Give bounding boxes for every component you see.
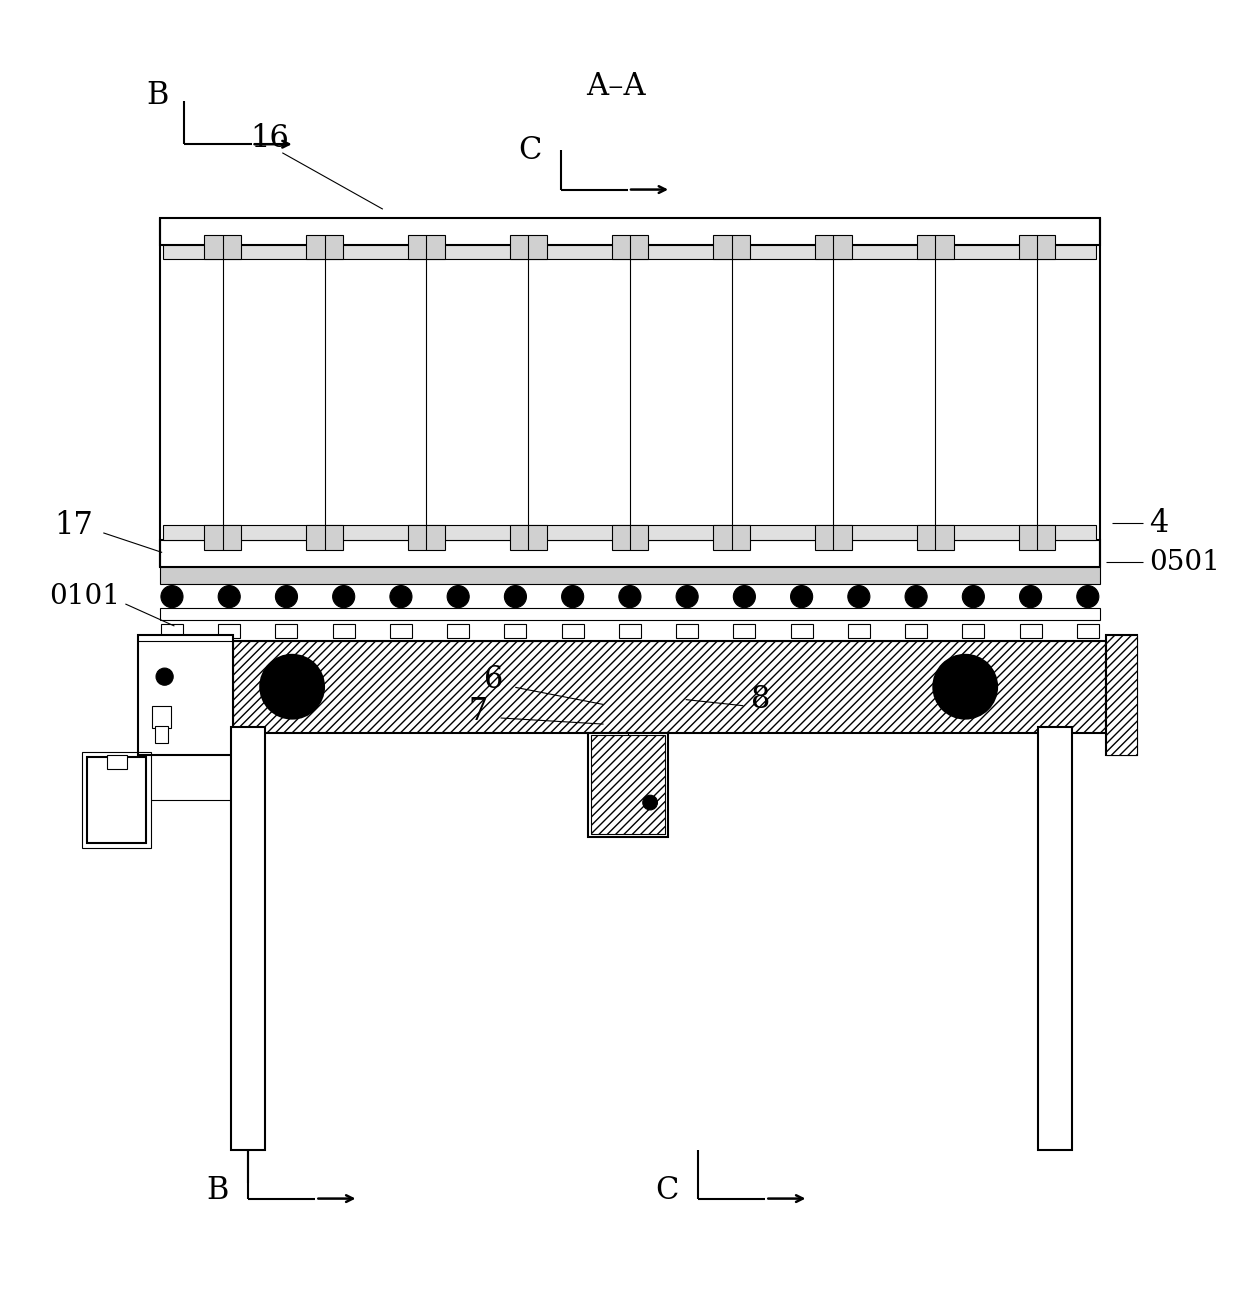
Bar <box>138 635 233 755</box>
Text: B: B <box>206 1174 228 1205</box>
Bar <box>87 757 146 844</box>
Bar <box>713 235 750 260</box>
Circle shape <box>389 585 412 607</box>
Bar <box>1076 623 1099 639</box>
Bar <box>107 755 126 769</box>
Bar <box>1018 235 1055 260</box>
Circle shape <box>505 585 527 607</box>
Circle shape <box>218 585 241 607</box>
Text: 4: 4 <box>1149 508 1168 538</box>
Bar <box>448 623 469 639</box>
Circle shape <box>934 654 997 718</box>
Bar <box>160 218 1100 244</box>
Bar <box>306 235 343 260</box>
Text: C: C <box>656 1174 680 1205</box>
Bar <box>962 623 985 639</box>
Bar <box>1019 623 1042 639</box>
Bar <box>713 525 750 550</box>
Bar <box>614 737 642 763</box>
Circle shape <box>1076 585 1099 607</box>
Bar <box>611 525 649 550</box>
Text: 0101: 0101 <box>50 582 120 610</box>
Bar <box>505 623 527 639</box>
Bar <box>164 244 1096 260</box>
Bar <box>848 623 870 639</box>
Bar <box>1106 635 1137 755</box>
Bar <box>83 752 151 848</box>
Bar <box>590 735 666 835</box>
Bar <box>155 726 167 743</box>
Circle shape <box>791 585 812 607</box>
Bar <box>510 525 547 550</box>
Bar <box>160 607 1100 620</box>
Text: B: B <box>146 80 169 111</box>
Bar <box>233 641 1106 733</box>
Circle shape <box>161 585 184 607</box>
Bar <box>408 525 445 550</box>
Bar <box>161 623 184 639</box>
Text: 8: 8 <box>750 684 770 716</box>
Bar <box>510 235 547 260</box>
Text: 17: 17 <box>55 509 93 541</box>
Circle shape <box>905 585 928 607</box>
Circle shape <box>156 669 174 686</box>
Circle shape <box>1019 585 1042 607</box>
Circle shape <box>733 585 755 607</box>
Bar <box>205 525 242 550</box>
Bar <box>619 623 641 639</box>
Bar <box>733 623 755 639</box>
Bar <box>231 726 265 1149</box>
Circle shape <box>962 585 985 607</box>
Bar <box>616 801 642 827</box>
Bar <box>389 623 412 639</box>
Text: 6: 6 <box>484 665 503 696</box>
Bar <box>1018 525 1055 550</box>
Bar <box>905 623 928 639</box>
Circle shape <box>676 585 698 607</box>
Text: C: C <box>518 135 542 166</box>
Bar <box>815 525 852 550</box>
Bar <box>562 623 584 639</box>
Bar <box>218 623 241 639</box>
Bar <box>611 235 649 260</box>
Bar <box>791 623 812 639</box>
Bar <box>916 525 954 550</box>
Circle shape <box>642 795 657 810</box>
Text: 0501: 0501 <box>1149 549 1220 576</box>
Circle shape <box>448 585 469 607</box>
Circle shape <box>332 585 355 607</box>
Bar <box>160 567 1100 584</box>
Circle shape <box>848 585 870 607</box>
Bar <box>275 623 298 639</box>
Bar <box>153 705 171 727</box>
Circle shape <box>260 654 324 718</box>
Bar <box>676 623 698 639</box>
Bar <box>408 235 445 260</box>
Text: 16: 16 <box>250 123 289 154</box>
Circle shape <box>619 585 641 607</box>
Text: 7: 7 <box>469 696 489 727</box>
Circle shape <box>562 585 584 607</box>
Bar <box>588 733 668 837</box>
Bar <box>164 525 1096 541</box>
Bar <box>1038 726 1071 1149</box>
Bar <box>160 541 1100 567</box>
Bar <box>205 235 242 260</box>
Bar <box>306 525 343 550</box>
Bar <box>815 235 852 260</box>
Circle shape <box>275 585 298 607</box>
Bar <box>1106 635 1137 755</box>
Bar <box>916 235 954 260</box>
Bar <box>332 623 355 639</box>
Text: A–A: A–A <box>587 71 646 102</box>
